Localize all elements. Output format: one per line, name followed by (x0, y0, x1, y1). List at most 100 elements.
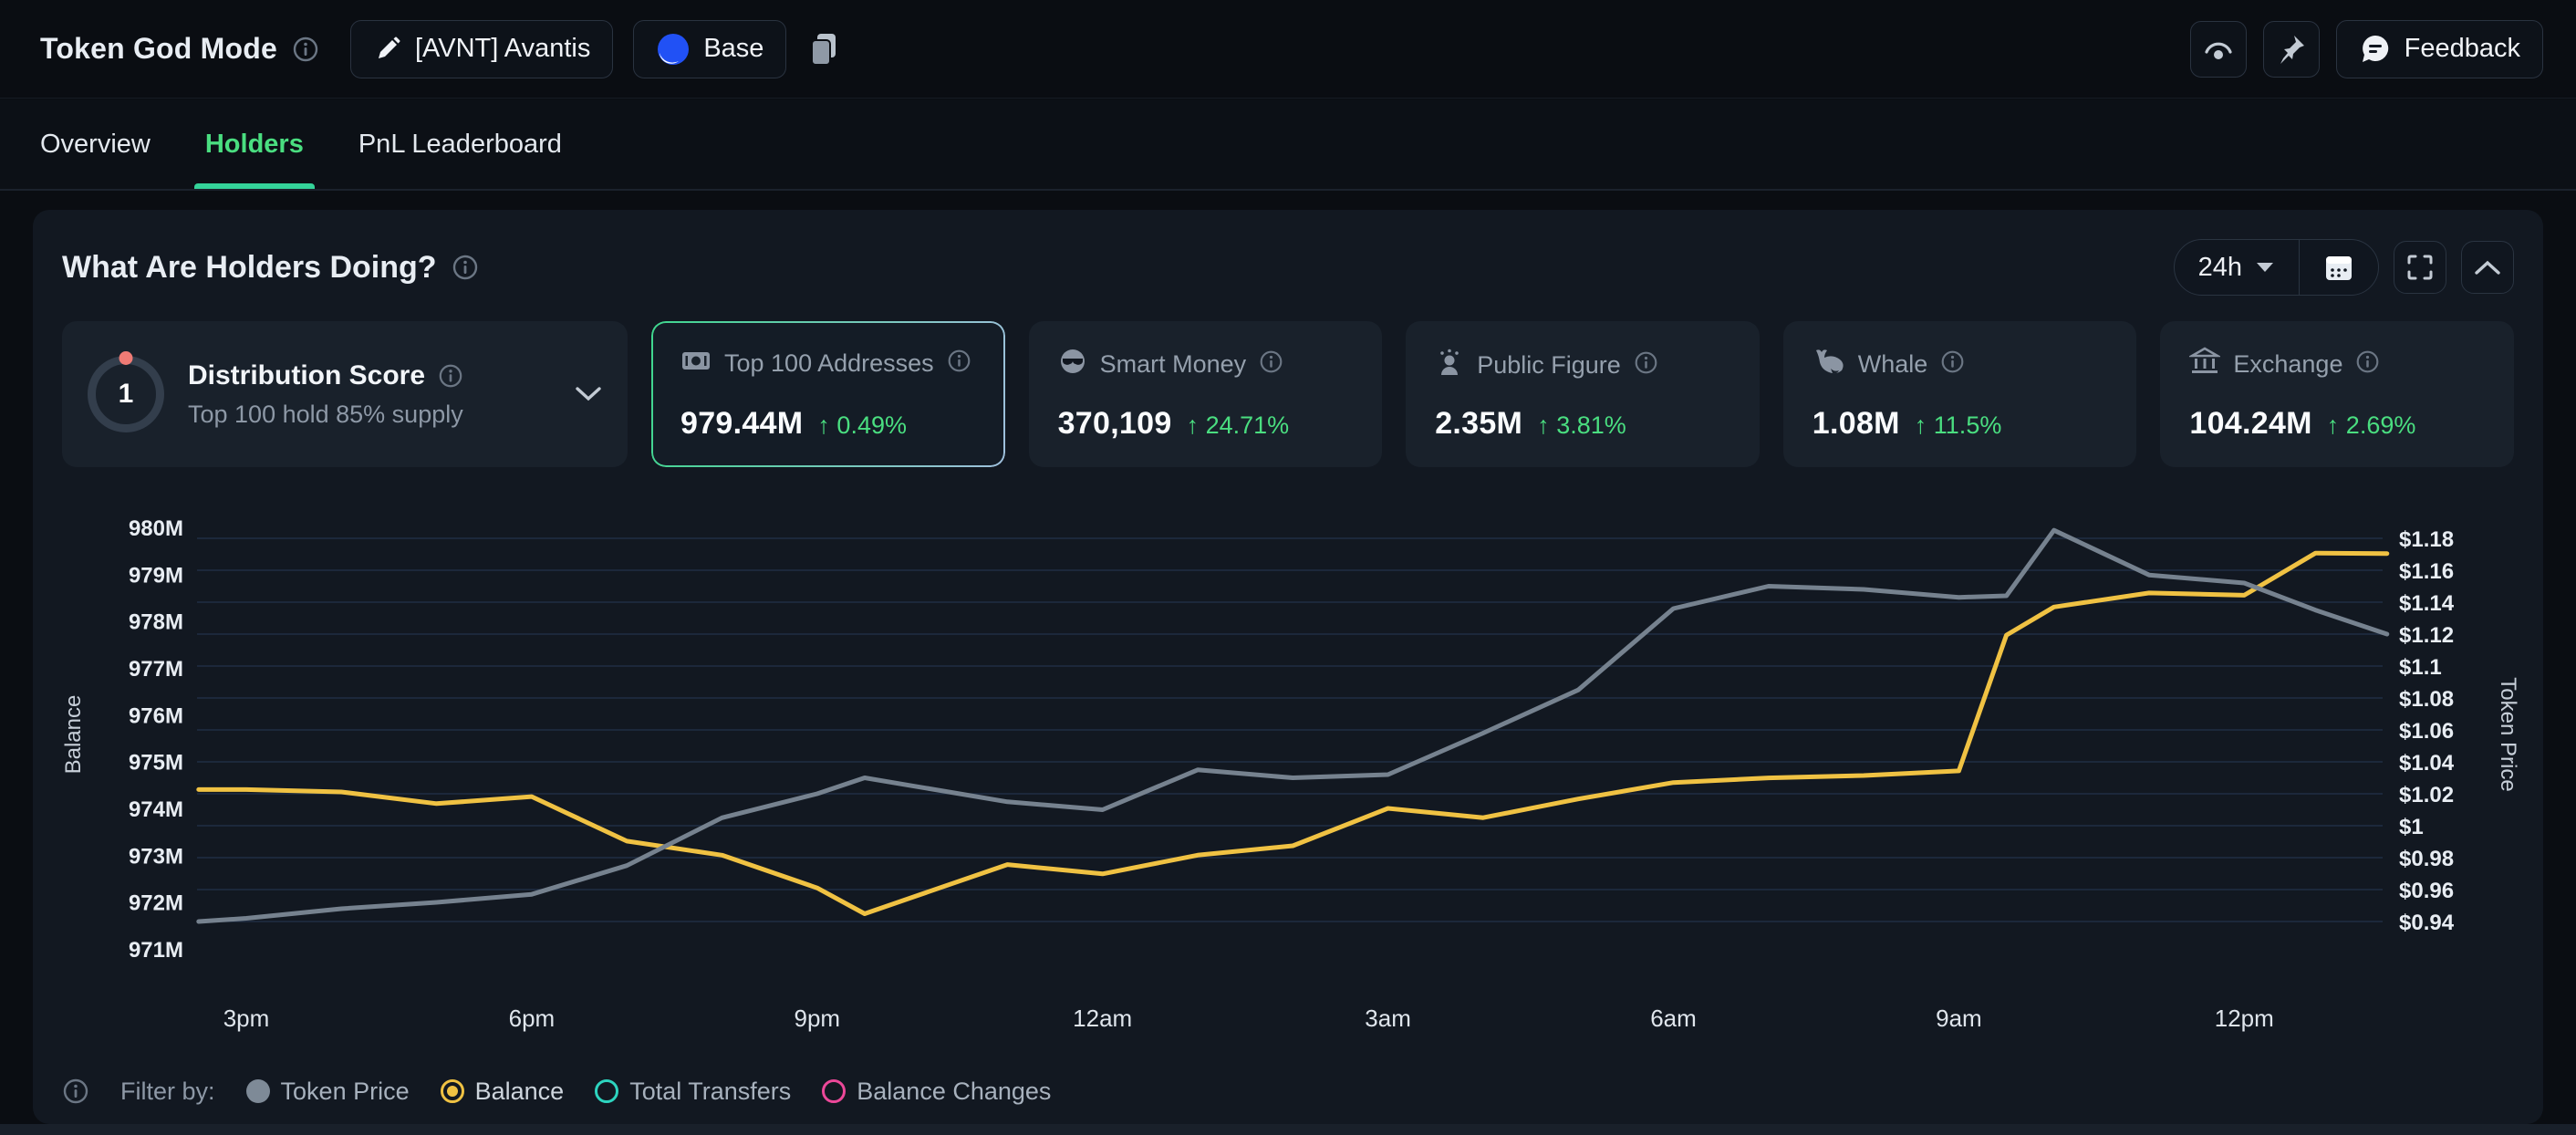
calendar-icon (2326, 256, 2352, 280)
filter-total-transfers[interactable]: Total Transfers (595, 1078, 791, 1106)
right-axis-tick: $1.14 (2399, 591, 2455, 616)
info-icon[interactable] (1634, 350, 1658, 381)
tab-pnl-leaderboard[interactable]: PnL Leaderboard (358, 129, 562, 159)
stat-value: 2.35M (1435, 406, 1523, 441)
x-axis-tick: 12pm (2215, 1005, 2274, 1032)
right-axis-tick: $1.1 (2399, 655, 2442, 680)
stat-label: Smart Money (1099, 350, 1247, 378)
info-icon[interactable] (62, 1078, 89, 1105)
stat-card-exchange[interactable]: Exchange 104.24M ↑ 2.69% (2160, 321, 2514, 467)
x-axis-tick: 9am (1936, 1005, 1982, 1032)
right-axis-tick: $1.02 (2399, 783, 2454, 807)
filter-label: Balance (474, 1077, 565, 1105)
info-icon[interactable] (947, 349, 971, 380)
page-title: Token God Mode (40, 32, 277, 65)
stat-value: 370,109 (1057, 406, 1172, 441)
stat-card-smart-money[interactable]: Smart Money 370,109 ↑ 24.71% (1028, 321, 1383, 467)
fullscreen-button[interactable] (2394, 241, 2446, 294)
feedback-bubble-icon (2362, 35, 2388, 62)
tab-overview[interactable]: Overview (40, 129, 151, 159)
distribution-score-card[interactable]: 1 Distribution Score Top 100 hold 85% su… (62, 321, 628, 467)
panel-controls: 24h (2173, 239, 2514, 296)
info-icon[interactable] (2355, 349, 2380, 380)
filter-label: Total Transfers (629, 1077, 792, 1105)
copy-address-icon[interactable] (808, 32, 839, 67)
right-axis-tick: $1.16 (2399, 559, 2454, 584)
right-axis-tick: $1.06 (2399, 719, 2454, 744)
right-axis-tick: $1 (2399, 815, 2424, 839)
filter-swatch (245, 1079, 270, 1103)
header-actions: Feedback (2189, 19, 2543, 78)
panel-title-row: What Are Holders Doing? (62, 250, 479, 286)
filter-swatch (595, 1079, 619, 1103)
left-axis-tick: 980M (129, 516, 183, 541)
filter-swatch (440, 1079, 464, 1103)
whale-icon (1813, 347, 1845, 382)
panel-header: What Are Holders Doing? 24h (62, 237, 2514, 297)
fullscreen-icon (2407, 255, 2433, 280)
x-axis-tick: 6am (1650, 1005, 1697, 1032)
smart-money-icon (1058, 347, 1087, 382)
stat-change: ↑ 11.5% (1914, 411, 2002, 439)
holders-chart[interactable]: 980M 979M 978M 977M 976M 975M 974M 973M 972M 971M… (33, 493, 2543, 1067)
series-token-price (196, 527, 2390, 924)
panel-title: What Are Holders Doing? (62, 249, 437, 285)
info-icon[interactable] (1259, 349, 1283, 380)
time-range-dropdown[interactable]: 24h (2175, 240, 2299, 295)
pin-icon (2280, 35, 2304, 64)
base-chain-icon (658, 33, 690, 65)
x-axis-tick: 3pm (223, 1005, 270, 1032)
calendar-button[interactable] (2299, 240, 2378, 295)
right-axis-tick: $1.04 (2399, 751, 2455, 776)
distribution-score-texts: Distribution Score Top 100 hold 85% supp… (188, 360, 463, 429)
chain-selector-label: Base (703, 34, 764, 63)
stat-card-top-100-addresses[interactable]: Top 100 Addresses 979.44M ↑ 0.49% (651, 321, 1005, 467)
info-icon[interactable] (292, 36, 319, 63)
right-axis-tick: $1.18 (2399, 527, 2454, 552)
info-icon[interactable] (1940, 349, 1965, 380)
filter-balance[interactable]: Balance (440, 1077, 565, 1106)
banknote-icon (680, 347, 712, 380)
time-range-control: 24h (2173, 239, 2379, 296)
filter-label: Token Price (280, 1077, 410, 1105)
chevron-up-icon (2475, 260, 2500, 275)
chart-filter-row: Filter by: Token Price Balance Total Trans… (62, 1071, 1051, 1111)
pencil-icon (378, 36, 400, 58)
right-axis-tick: $0.98 (2399, 847, 2454, 871)
right-axis-tick: $0.94 (2399, 911, 2455, 935)
right-axis-tick: $1.08 (2399, 687, 2454, 712)
info-icon[interactable] (452, 254, 479, 281)
distribution-score-value: 1 (118, 379, 134, 409)
stat-card-whale[interactable]: Whale 1.08M ↑ 11.5% (1782, 321, 2137, 467)
exchange-icon (2187, 347, 2223, 382)
stat-value: 979.44M (680, 406, 804, 441)
stat-card-public-figure[interactable]: Public Figure 2.35M ↑ 3.81% (1406, 321, 1760, 467)
public-figure-icon (1435, 347, 1464, 384)
left-axis-tick: 975M (129, 751, 183, 776)
stat-change: ↑ 24.71% (1186, 411, 1290, 439)
right-axis-tick: $1.12 (2399, 623, 2454, 648)
filter-label: Balance Changes (857, 1077, 1052, 1105)
tab-holders[interactable]: Holders (193, 99, 315, 189)
feedback-button[interactable]: Feedback (2335, 19, 2543, 78)
token-selector-button[interactable]: [AVNT] Avantis (349, 19, 614, 78)
x-axis-tick: 12am (1073, 1005, 1132, 1032)
x-axis-tick: 3am (1365, 1005, 1411, 1032)
right-axis-tick: $0.96 (2399, 879, 2454, 903)
filter-balance-changes[interactable]: Balance Changes (822, 1078, 1051, 1106)
stat-label: Public Figure (1477, 351, 1621, 379)
holders-panel: What Are Holders Doing? 24h (33, 210, 2543, 1124)
left-axis-tick: 979M (129, 563, 183, 588)
collapse-button[interactable] (2461, 241, 2514, 294)
info-icon[interactable] (438, 363, 463, 389)
chain-selector-button[interactable]: Base (633, 19, 787, 78)
time-range-value: 24h (2197, 252, 2242, 282)
watchlist-button[interactable] (2189, 20, 2247, 78)
section-tabbar: Overview Holders PnL Leaderboard (0, 99, 2576, 191)
chevron-down-icon[interactable] (575, 386, 602, 402)
pin-button[interactable] (2262, 20, 2320, 78)
distribution-score-title: Distribution Score (188, 359, 426, 390)
filter-token-price[interactable]: Token Price (245, 1077, 410, 1106)
stat-label: Top 100 Addresses (724, 349, 934, 377)
distribution-score-subtitle: Top 100 hold 85% supply (188, 400, 463, 428)
